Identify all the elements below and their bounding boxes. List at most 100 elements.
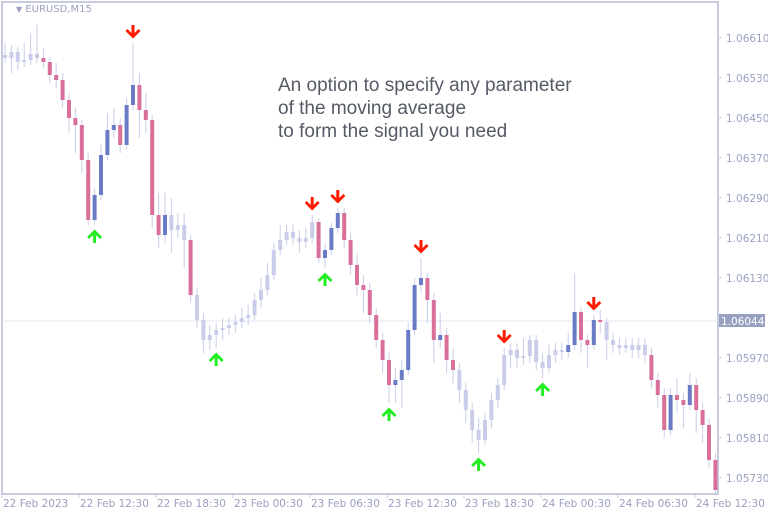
candle-body xyxy=(195,295,199,320)
candle xyxy=(470,403,475,443)
candle xyxy=(540,353,545,378)
candle xyxy=(15,47,20,70)
candle-body xyxy=(329,228,334,250)
candle xyxy=(335,208,340,233)
candle-body xyxy=(451,360,455,370)
candle xyxy=(713,453,718,495)
candle xyxy=(239,308,244,328)
candle xyxy=(131,43,135,110)
candle-body xyxy=(483,420,487,440)
candle-body xyxy=(303,238,308,242)
candle-body xyxy=(35,54,39,58)
candle-body xyxy=(15,52,20,62)
candle xyxy=(489,393,494,428)
candle-body xyxy=(361,285,366,290)
candle-body xyxy=(463,390,468,410)
candle xyxy=(271,243,276,280)
candle-body xyxy=(118,125,123,145)
candle xyxy=(278,225,283,255)
candle xyxy=(527,335,532,363)
price-tick-label: 1.06130 xyxy=(726,273,768,285)
candle-body xyxy=(156,215,161,235)
time-tick-label: 22 Feb 12:30 xyxy=(80,498,149,510)
candle xyxy=(111,108,116,138)
candle-body xyxy=(707,425,711,460)
candle xyxy=(361,275,366,313)
sell-arrow-icon xyxy=(304,197,320,211)
time-tick-label: 24 Feb 06:30 xyxy=(619,498,688,510)
candle xyxy=(150,115,155,228)
candle xyxy=(92,188,97,225)
candle xyxy=(604,318,609,360)
candle-body xyxy=(79,125,84,160)
annotation-line: An option to specify any parameter xyxy=(278,75,572,96)
candle-body xyxy=(246,315,251,318)
candle-body xyxy=(271,250,276,275)
candle xyxy=(611,333,615,353)
current-price-label: 1.06044 xyxy=(719,314,765,328)
candle xyxy=(99,145,103,200)
candle xyxy=(28,33,33,65)
price-tick-label: 1.05810 xyxy=(726,433,768,445)
candle xyxy=(291,225,295,245)
candle-body xyxy=(668,395,673,430)
candle-body xyxy=(540,362,545,368)
price-tick-label: 1.06210 xyxy=(726,233,768,245)
candle-body xyxy=(207,335,212,340)
candle-body xyxy=(28,54,33,60)
candle-body xyxy=(636,345,641,350)
price-axis: 1.06610 1.06530 1.06450 1.06370 1.06290 1.062… xyxy=(718,33,768,485)
candle xyxy=(348,233,353,275)
candle-body xyxy=(470,410,475,430)
candle xyxy=(655,373,660,408)
candle-body xyxy=(169,215,174,230)
time-tick-label: 22 Feb 18:30 xyxy=(157,498,226,510)
candle-body xyxy=(131,85,135,105)
candle xyxy=(399,360,404,408)
candle xyxy=(118,118,123,153)
candle xyxy=(329,223,334,255)
candle-body xyxy=(137,85,142,110)
candle xyxy=(457,363,462,403)
sell-arrow-icon xyxy=(496,330,512,344)
candle-body xyxy=(143,110,148,120)
candle xyxy=(214,323,219,348)
candle-body xyxy=(547,355,551,368)
annotation-line: of the moving average xyxy=(278,98,467,119)
candle xyxy=(156,193,161,248)
price-tick-label: 1.05730 xyxy=(726,473,768,485)
candle-body xyxy=(214,330,219,335)
candle-body xyxy=(598,320,603,322)
candle-body xyxy=(508,350,513,355)
current-price-value: 1.06044 xyxy=(721,316,765,328)
candle-body xyxy=(265,275,270,290)
price-tick-label: 1.05970 xyxy=(726,353,768,365)
candle-body xyxy=(585,340,590,345)
candle-body xyxy=(54,75,59,80)
symbol-timeframe-label[interactable]: ▼ EURUSD,M15 xyxy=(16,4,92,15)
candle-body xyxy=(713,460,718,490)
candle xyxy=(668,388,673,435)
price-tick-label: 1.06530 xyxy=(726,73,768,85)
time-tick-label: 23 Feb 00:30 xyxy=(234,498,303,510)
candle xyxy=(508,343,513,368)
candle-body xyxy=(675,395,679,400)
candle xyxy=(636,338,641,358)
candle xyxy=(207,325,212,350)
candle xyxy=(387,353,391,403)
candle xyxy=(175,213,180,238)
candle-body xyxy=(335,213,340,228)
candle xyxy=(342,208,347,248)
candle xyxy=(67,93,71,133)
candle-body xyxy=(572,312,577,345)
candle xyxy=(227,318,231,335)
candle xyxy=(60,73,65,108)
candle-body xyxy=(22,60,27,62)
candle xyxy=(425,273,430,323)
candle-body xyxy=(553,350,558,355)
candle xyxy=(451,348,455,383)
candle xyxy=(22,43,27,67)
candle-body xyxy=(527,340,532,356)
candle-body xyxy=(502,355,507,385)
